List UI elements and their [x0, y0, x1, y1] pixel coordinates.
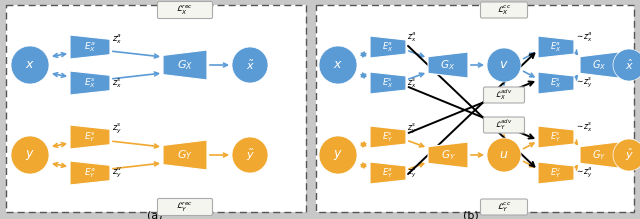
Circle shape [232, 47, 268, 83]
Text: $G_Y$: $G_Y$ [177, 148, 193, 162]
Text: $\tilde{x}$: $\tilde{x}$ [246, 58, 255, 72]
Text: $z_x^s$: $z_x^s$ [407, 76, 416, 90]
FancyBboxPatch shape [481, 199, 527, 215]
Text: $E_Y^a$: $E_Y^a$ [84, 166, 96, 180]
Text: $v$: $v$ [499, 58, 509, 71]
Text: $\hat{y}$: $\hat{y}$ [625, 147, 634, 163]
Text: $E_Y^s$: $E_Y^s$ [382, 130, 394, 144]
Text: (b): (b) [463, 211, 479, 219]
Text: $E_X^a$: $E_X^a$ [84, 40, 96, 54]
Circle shape [11, 136, 49, 174]
Text: $G_Y$: $G_Y$ [592, 148, 606, 162]
Text: $E_Y^s$: $E_Y^s$ [84, 130, 96, 144]
Text: $z_y^a$: $z_y^a$ [407, 166, 417, 180]
Text: $E_X^s$: $E_X^s$ [84, 76, 96, 90]
Text: $z_y^s$: $z_y^s$ [407, 121, 416, 136]
Text: $E_X^a$: $E_X^a$ [382, 40, 394, 54]
Text: $E_X^s$: $E_X^s$ [550, 76, 562, 90]
Text: $z_y^s$: $z_y^s$ [112, 122, 122, 136]
Text: $z_y^u$: $z_y^u$ [112, 166, 122, 180]
Text: $E_X^a$: $E_X^a$ [550, 40, 562, 54]
Text: $\mathcal{L}_Y^{cc}$: $\mathcal{L}_Y^{cc}$ [497, 200, 511, 214]
FancyBboxPatch shape [157, 2, 212, 18]
Polygon shape [538, 126, 574, 148]
FancyBboxPatch shape [483, 117, 525, 133]
Text: $\sim\!z_x^a$: $\sim\!z_x^a$ [575, 31, 593, 44]
Text: $z_x^s$: $z_x^s$ [112, 76, 122, 90]
Polygon shape [70, 35, 110, 59]
Text: $\sim\!z_y^a$: $\sim\!z_y^a$ [575, 166, 593, 180]
Text: $G_X$: $G_X$ [592, 58, 606, 72]
Text: $\mathcal{L}_X^{cc}$: $\mathcal{L}_X^{cc}$ [497, 3, 511, 17]
Text: $\mathcal{L}_X^{adv}$: $\mathcal{L}_X^{adv}$ [495, 88, 513, 102]
Bar [6, 5, 306, 212]
Text: $E_Y^s$: $E_Y^s$ [550, 130, 562, 144]
Polygon shape [370, 36, 406, 58]
Polygon shape [580, 142, 618, 168]
Polygon shape [580, 52, 618, 78]
FancyBboxPatch shape [157, 198, 212, 215]
Circle shape [487, 138, 521, 172]
Polygon shape [70, 125, 110, 149]
Circle shape [319, 136, 357, 174]
Text: $x$: $x$ [333, 58, 343, 71]
Text: $u$: $u$ [499, 148, 509, 161]
FancyBboxPatch shape [483, 87, 525, 103]
Circle shape [487, 48, 521, 82]
Polygon shape [70, 71, 110, 95]
Text: $G_X$: $G_X$ [177, 58, 193, 72]
Bar [6, 5, 306, 212]
Text: $G_Y$: $G_Y$ [440, 148, 456, 162]
Text: (a): (a) [147, 211, 163, 219]
Text: $G_X$: $G_X$ [440, 58, 456, 72]
Text: $\sim\!z_y^s$: $\sim\!z_y^s$ [575, 76, 593, 90]
Polygon shape [538, 36, 574, 58]
Bar [316, 5, 634, 212]
Text: $z_x^a$: $z_x^a$ [407, 31, 417, 44]
Text: $\sim\!z_x^s$: $\sim\!z_x^s$ [575, 121, 593, 134]
Polygon shape [538, 162, 574, 184]
Text: $\mathcal{L}_Y^{adv}$: $\mathcal{L}_Y^{adv}$ [495, 118, 513, 132]
Text: $\mathcal{L}_X^{rec}$: $\mathcal{L}_X^{rec}$ [177, 3, 193, 17]
Text: $\mathcal{L}_Y^{rec}$: $\mathcal{L}_Y^{rec}$ [177, 200, 193, 214]
Polygon shape [70, 161, 110, 185]
Circle shape [319, 46, 357, 84]
Text: $x$: $x$ [25, 58, 35, 71]
Polygon shape [370, 126, 406, 148]
Text: $E_Y^u$: $E_Y^u$ [550, 166, 562, 180]
Text: $z_x^a$: $z_x^a$ [112, 32, 122, 46]
Circle shape [613, 49, 640, 81]
FancyBboxPatch shape [481, 2, 527, 18]
Polygon shape [538, 72, 574, 94]
Text: $E_X^s$: $E_X^s$ [382, 76, 394, 90]
Bar [316, 5, 634, 212]
Text: $y$: $y$ [25, 148, 35, 162]
Polygon shape [428, 142, 468, 168]
Polygon shape [428, 52, 468, 78]
Text: $E_Y^a$: $E_Y^a$ [382, 166, 394, 180]
Polygon shape [163, 50, 207, 80]
Circle shape [11, 46, 49, 84]
Text: $\tilde{y}$: $\tilde{y}$ [246, 147, 255, 162]
Polygon shape [370, 162, 406, 184]
Text: $\hat{x}$: $\hat{x}$ [625, 58, 634, 72]
Polygon shape [370, 72, 406, 94]
Text: $y$: $y$ [333, 148, 343, 162]
Polygon shape [163, 140, 207, 170]
Circle shape [613, 139, 640, 171]
Circle shape [232, 137, 268, 173]
